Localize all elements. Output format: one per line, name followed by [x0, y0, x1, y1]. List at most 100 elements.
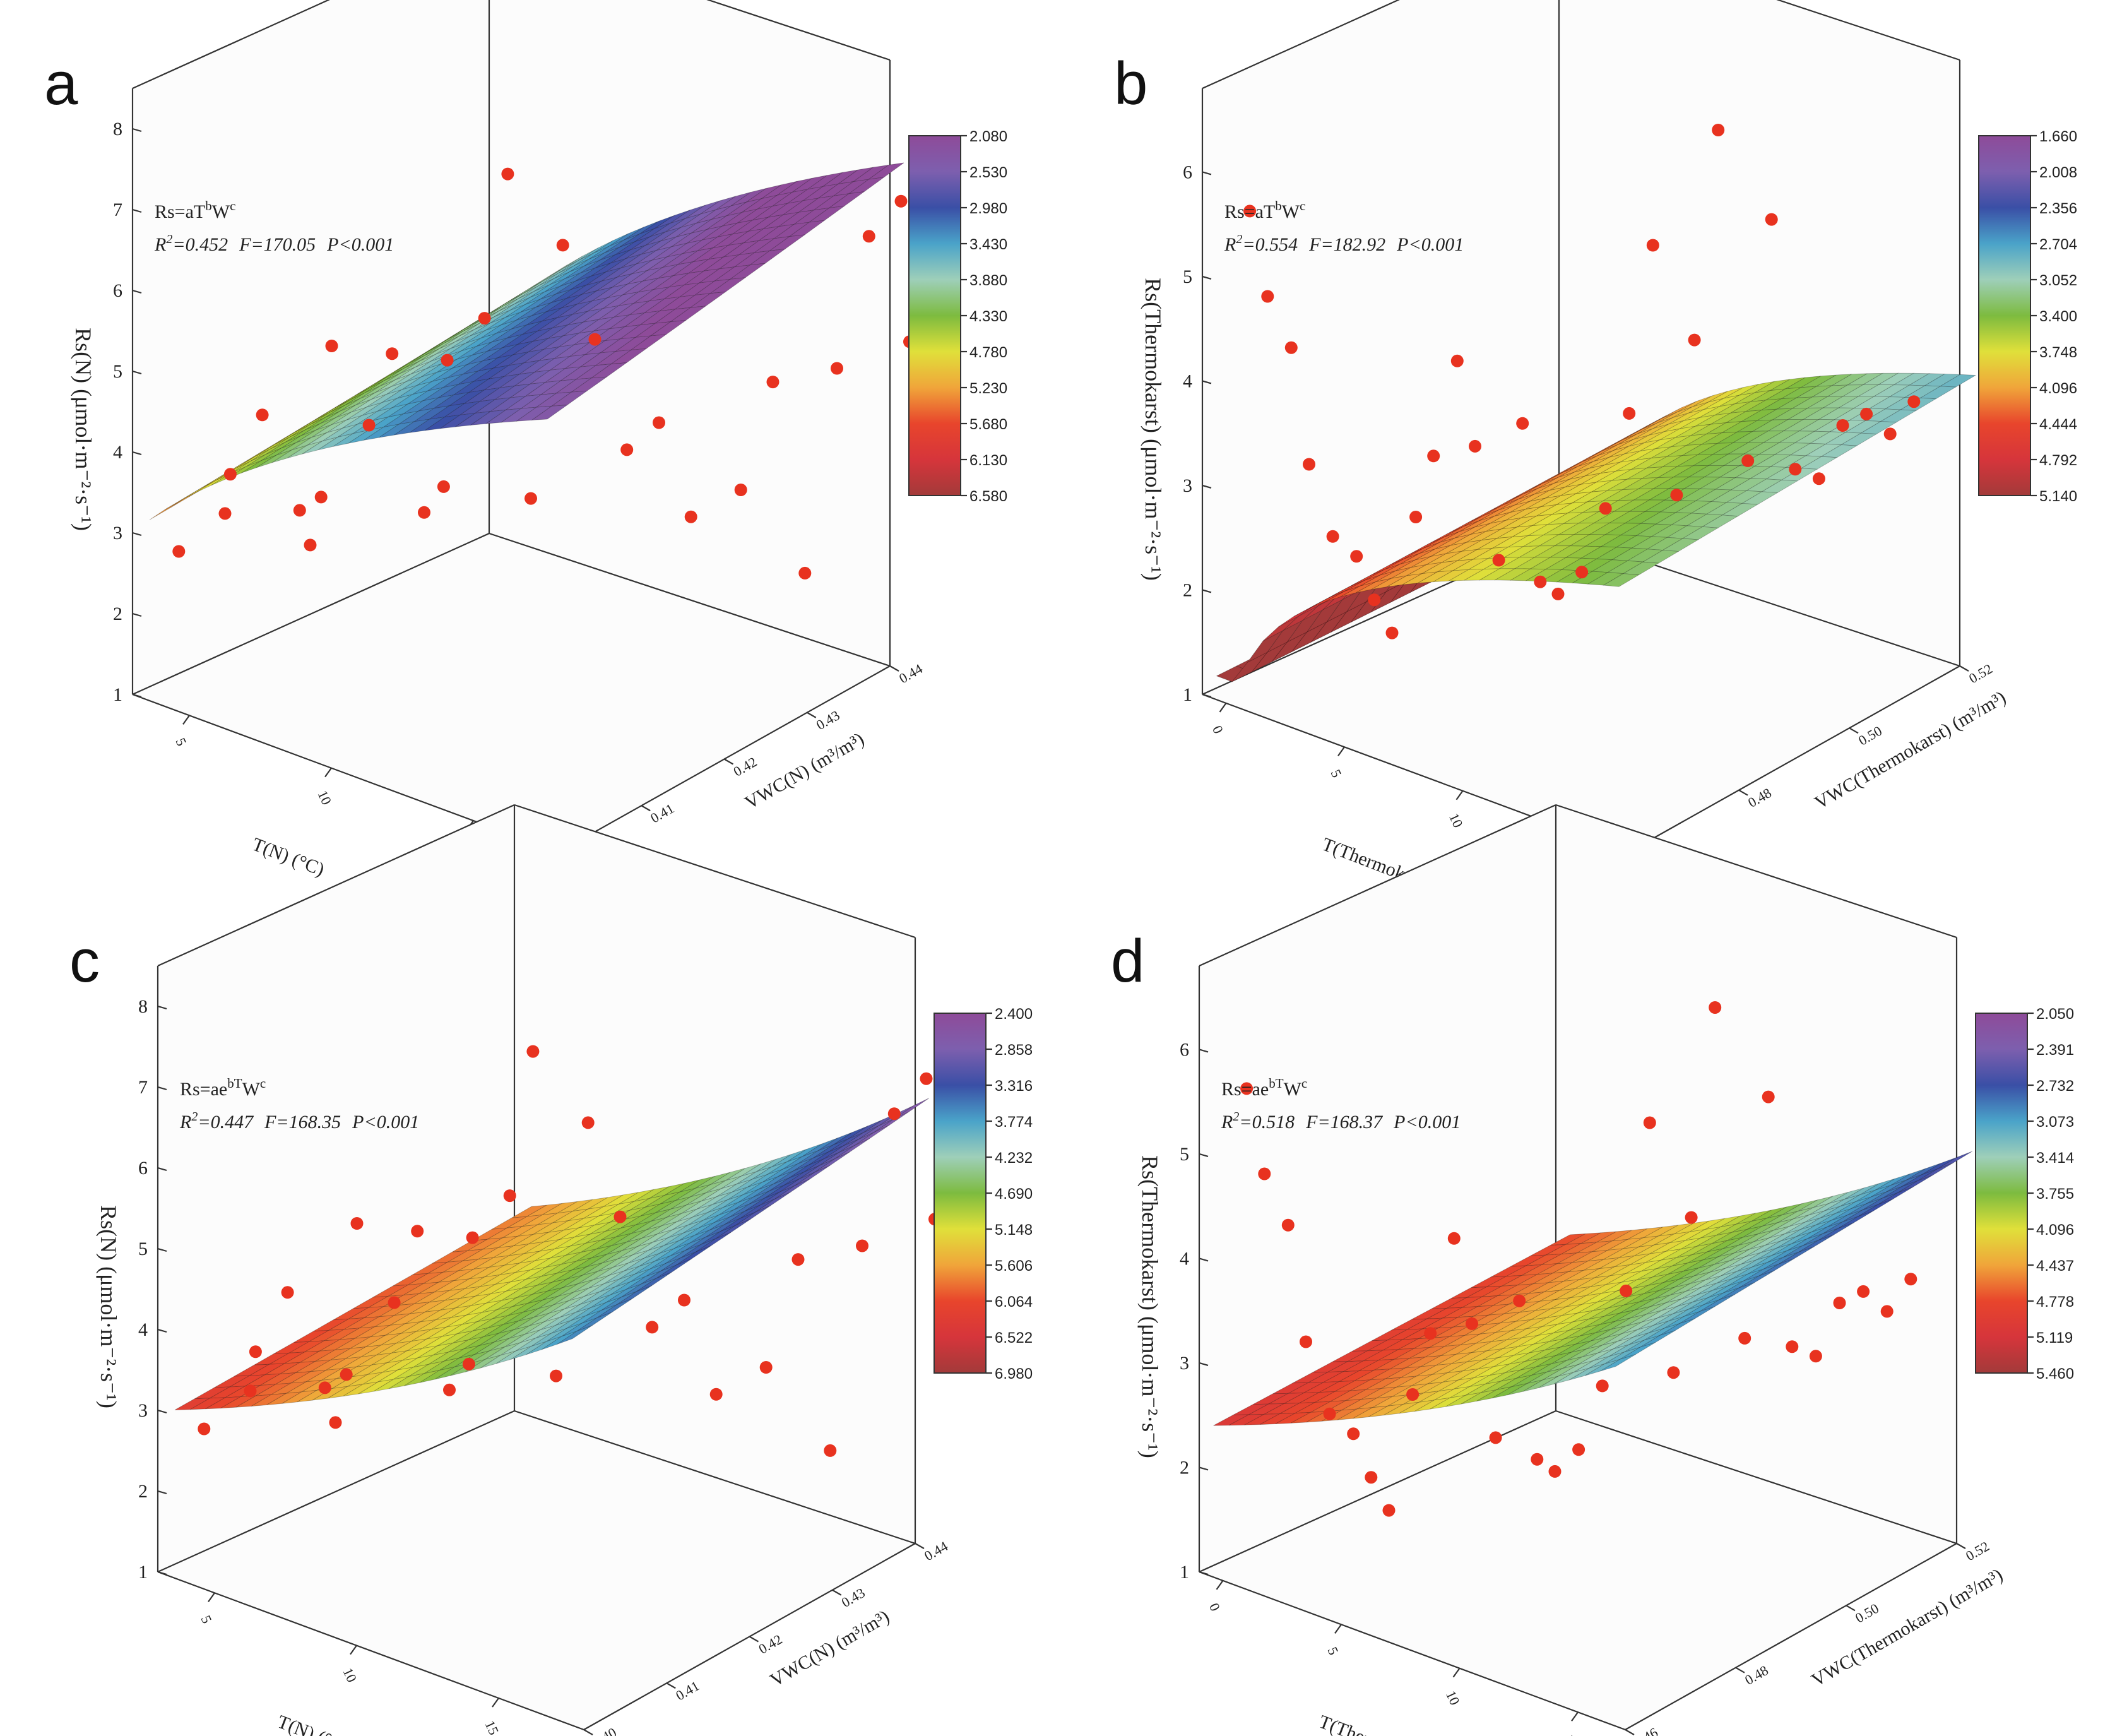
colorbar-tick-label: 6.522 — [995, 1329, 1033, 1347]
data-point — [1786, 1340, 1799, 1353]
data-point — [304, 538, 317, 552]
equation: Rs=aebTWc — [180, 1076, 266, 1100]
panel-letter: c — [69, 927, 100, 995]
f-statistic: F=182.92 — [1308, 234, 1385, 255]
data-point — [1531, 1453, 1544, 1466]
colorbar-tick-label: 3.052 — [2039, 272, 2077, 289]
z-tick-mark — [1202, 171, 1212, 175]
z-tick-mark — [1202, 380, 1212, 384]
surface-patch — [1620, 1342, 1656, 1360]
r2-exponent: 2 — [166, 232, 172, 246]
fitted-surface — [1213, 1151, 1973, 1426]
data-point — [1551, 587, 1565, 600]
z-tick-mark — [157, 1571, 167, 1576]
y-tick-mark — [807, 711, 817, 718]
data-point — [1670, 489, 1683, 502]
equation: Rs=aebTWc — [1221, 1076, 1307, 1100]
data-point — [1323, 1407, 1336, 1420]
data-point — [1709, 1001, 1722, 1014]
data-point — [1385, 626, 1399, 639]
equation-sup2: c — [260, 1076, 266, 1091]
y-tick-mark — [1625, 1729, 1635, 1735]
data-point — [1599, 502, 1612, 515]
back-left-face — [133, 0, 489, 694]
data-point — [759, 1361, 773, 1374]
data-point — [1350, 550, 1363, 563]
z-tick-mark — [1199, 1362, 1209, 1367]
f-statistic: F=168.35 — [264, 1112, 341, 1133]
data-point — [1548, 1465, 1562, 1478]
y-tick-label: 0.48 — [1742, 1662, 1771, 1688]
colorbar-tick-label: 4.690 — [995, 1186, 1033, 1203]
data-point — [172, 545, 186, 558]
colorbar-tick-label: 5.230 — [969, 380, 1007, 397]
x-tick-label: 10 — [1446, 811, 1466, 830]
data-point — [1907, 395, 1921, 408]
surface-patch — [1603, 573, 1640, 587]
fitted-surface — [174, 1098, 930, 1410]
data-point — [293, 504, 306, 517]
data-point — [1789, 463, 1802, 476]
colorbar-tick-label: 3.316 — [995, 1078, 1033, 1095]
data-point — [1489, 1431, 1502, 1444]
surface-patch — [1600, 1354, 1636, 1372]
z-tick-label: 5 — [113, 361, 122, 382]
r2-value: =0.452 — [172, 234, 228, 255]
axis-edge — [489, 532, 891, 667]
data-point — [1712, 124, 1725, 136]
r2-value: =0.447 — [198, 1112, 254, 1133]
x-tick-label: 0 — [1209, 723, 1226, 736]
data-point — [1447, 1232, 1461, 1245]
colorbar-tick-label: 5.119 — [2036, 1329, 2073, 1347]
surface-patch — [874, 1111, 910, 1133]
z-tick-label: 4 — [113, 442, 122, 463]
z-tick-label: 3 — [1180, 1353, 1189, 1374]
data-point — [1596, 1379, 1609, 1393]
z-tick-mark — [1202, 693, 1212, 698]
colorbar-tick-label: 3.774 — [995, 1114, 1033, 1131]
x-tick-mark — [1455, 790, 1464, 800]
fit-statistics: R2=0.518 F=168.37 P<0.001 — [1221, 1110, 1461, 1133]
equation-mid: W — [242, 1079, 261, 1100]
data-point — [550, 1369, 562, 1382]
data-point — [1347, 1427, 1360, 1441]
data-point — [256, 408, 269, 422]
surface-patch — [848, 177, 884, 194]
data-point — [678, 1293, 690, 1307]
equation-sup1: b — [205, 198, 212, 213]
panel-letter: a — [44, 50, 78, 117]
data-point — [1240, 1082, 1254, 1095]
equation-mid: W — [212, 201, 230, 222]
x-tick-label: 5 — [1324, 1644, 1341, 1658]
data-point — [1880, 1305, 1894, 1318]
data-point — [1300, 1335, 1312, 1348]
y-tick-label: 0.46 — [1632, 1724, 1661, 1736]
colorbar-tick-label: 3.414 — [2036, 1150, 2074, 1167]
x-tick-mark — [182, 715, 190, 725]
y-tick-mark — [583, 1729, 593, 1735]
z-tick-label: 4 — [1180, 1248, 1189, 1269]
y-tick-label: 0.42 — [756, 1631, 785, 1657]
surface-patch — [1840, 432, 1878, 446]
z-tick-mark — [132, 612, 142, 617]
x-tick-label: 5 — [198, 1613, 215, 1626]
axis-edge — [157, 1410, 515, 1573]
colorbar — [1978, 135, 2031, 496]
z-tick-mark — [132, 128, 142, 133]
x-tick-mark — [1334, 1624, 1342, 1634]
data-point — [478, 312, 491, 325]
data-point — [1685, 1211, 1698, 1224]
data-point — [1424, 1327, 1437, 1340]
z-tick-label: 2 — [1183, 580, 1192, 600]
z-tick-label: 5 — [1180, 1144, 1189, 1165]
surface-patch — [1877, 1187, 1914, 1205]
z-tick-label: 1 — [113, 684, 122, 705]
y-tick-mark — [749, 1636, 759, 1643]
data-point — [824, 1444, 837, 1457]
x-tick-label: 15 — [482, 1718, 502, 1736]
data-point — [466, 1231, 479, 1244]
surface-patch — [1860, 421, 1897, 434]
equation-sup2: c — [1300, 198, 1305, 213]
z-tick-label: 6 — [113, 280, 122, 301]
